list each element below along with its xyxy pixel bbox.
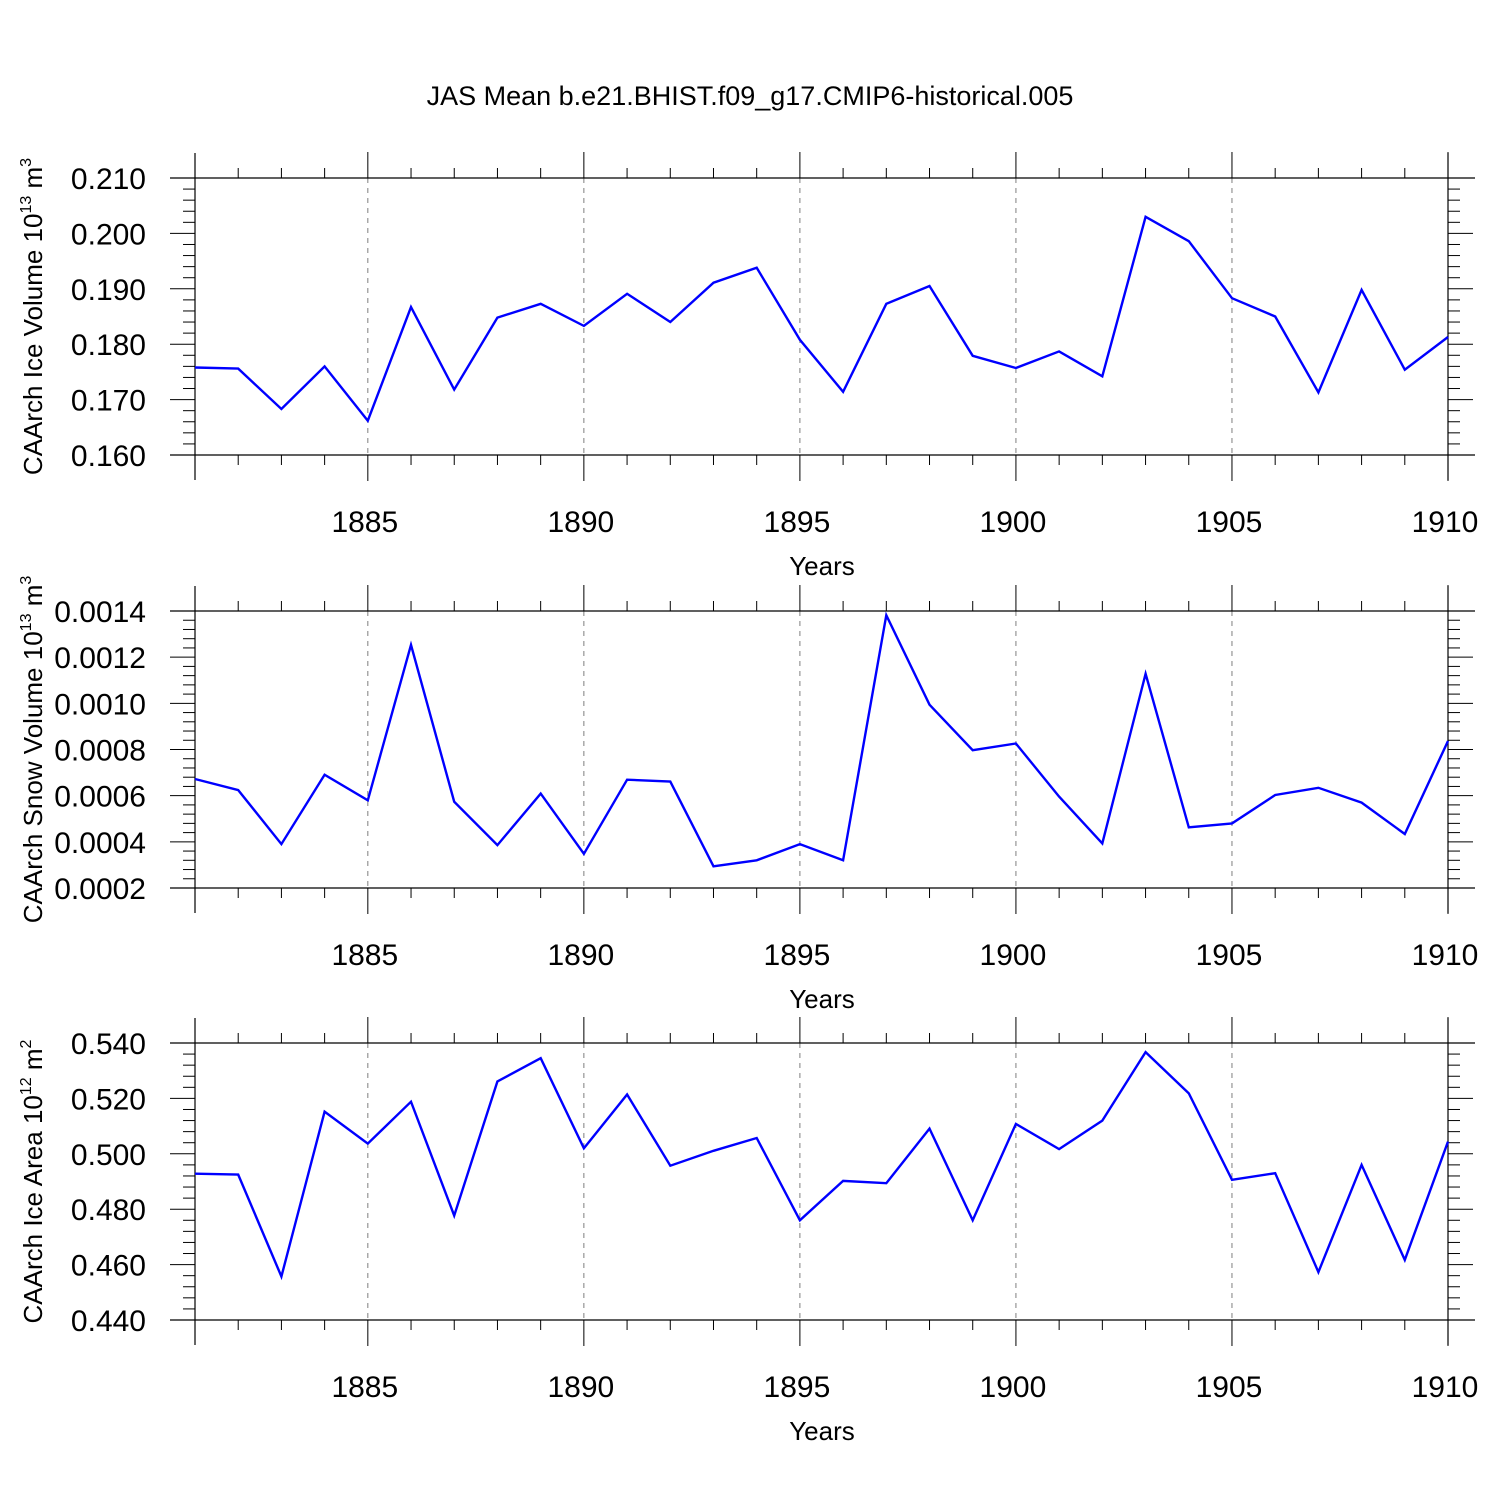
y-tick-label: 0.0012 xyxy=(54,642,146,675)
y-axis-title-text: CAArch Ice Volume 10 xyxy=(18,214,48,476)
x-tick-label: 1905 xyxy=(1196,506,1263,539)
x-tick-label: 1885 xyxy=(331,939,398,972)
y-axis-title: CAArch Snow Volume 1013 m3 xyxy=(18,576,48,924)
y-tick-label: 0.200 xyxy=(71,218,146,251)
y-tick-label: 0.440 xyxy=(71,1305,146,1338)
series-line xyxy=(194,611,1450,868)
y-tick-label: 0.0010 xyxy=(54,688,146,721)
x-tick-label: 1885 xyxy=(331,1371,398,1404)
y-tick-label: 0.0002 xyxy=(54,873,146,906)
y-tick-label: 0.520 xyxy=(71,1083,146,1116)
x-tick-label: 1890 xyxy=(547,939,614,972)
x-tick-label: 1895 xyxy=(764,1371,831,1404)
x-tick-label: 1910 xyxy=(1412,939,1479,972)
panel-3: 0.440 0.460 0.480 0.500 0.520 0.540 1885 1890 18… xyxy=(18,1017,1478,1446)
x-axis-title: Years xyxy=(789,1416,855,1446)
y-tick-label: 0.460 xyxy=(71,1250,146,1283)
x-tick-label: 1895 xyxy=(764,506,831,539)
y-tick-label: 0.180 xyxy=(71,329,146,362)
y-axis-title-text: CAArch Snow Volume 10 xyxy=(18,631,48,923)
y-tick-label: 0.0008 xyxy=(54,735,146,768)
y-tick-label: 0.170 xyxy=(71,385,146,418)
x-tick-label: 1895 xyxy=(764,939,831,972)
chart-title: JAS Mean b.e21.BHIST.f09_g17.CMIP6-histo… xyxy=(427,81,1074,111)
y-axis-title: CAArch Ice Volume 1013 m3 xyxy=(18,158,48,475)
x-tick-label: 1885 xyxy=(331,506,398,539)
x-tick-label: 1900 xyxy=(980,1371,1047,1404)
y-tick-label: 0.0006 xyxy=(54,781,146,814)
y-tick-label: 0.160 xyxy=(71,440,146,473)
panel-1: 0.160 0.170 0.180 0.190 0.200 0.210 1885 1890 18… xyxy=(18,152,1478,581)
series-line xyxy=(194,1050,1450,1281)
y-tick-label: 0.0004 xyxy=(54,827,146,860)
x-tick-label: 1905 xyxy=(1196,1371,1263,1404)
panel-2: 0.0002 0.0004 0.0006 0.0008 0.0010 0.0012 0.00… xyxy=(18,576,1478,1014)
x-axis-title: Years xyxy=(789,984,855,1014)
x-tick-label: 1890 xyxy=(547,506,614,539)
series-line xyxy=(194,214,1449,424)
y-axis-title-unit: m xyxy=(18,585,48,614)
y-axis-title-unit-exp: 2 xyxy=(18,1039,35,1048)
y-tick-label: 0.480 xyxy=(71,1194,146,1227)
x-tick-label: 1905 xyxy=(1196,939,1263,972)
y-axis-title-unit: m xyxy=(18,167,48,196)
x-axis-title: Years xyxy=(789,551,855,581)
y-tick-label: 0.210 xyxy=(71,163,146,196)
y-axis-title: CAArch Ice Area 1012 m2 xyxy=(18,1039,48,1323)
y-tick-label: 0.500 xyxy=(71,1139,146,1172)
x-tick-label: 1900 xyxy=(980,939,1047,972)
y-tick-label: 0.190 xyxy=(71,274,146,307)
y-tick-label: 0.0014 xyxy=(54,596,146,629)
y-axis-title-exp: 12 xyxy=(18,1077,35,1095)
y-tick-label: 0.540 xyxy=(71,1028,146,1061)
x-tick-label: 1910 xyxy=(1412,506,1479,539)
x-tick-label: 1910 xyxy=(1412,1371,1479,1404)
x-tick-label: 1900 xyxy=(980,506,1047,539)
y-axis-title-unit-exp: 3 xyxy=(18,576,35,585)
y-axis-title-exp: 13 xyxy=(18,613,35,631)
y-axis-title-unit-exp: 3 xyxy=(18,158,35,167)
x-tick-label: 1890 xyxy=(547,1371,614,1404)
y-axis-title-exp: 13 xyxy=(18,196,35,214)
y-axis-title-text: CAArch Ice Area 10 xyxy=(18,1095,48,1323)
y-axis-title-unit: m xyxy=(18,1048,48,1077)
